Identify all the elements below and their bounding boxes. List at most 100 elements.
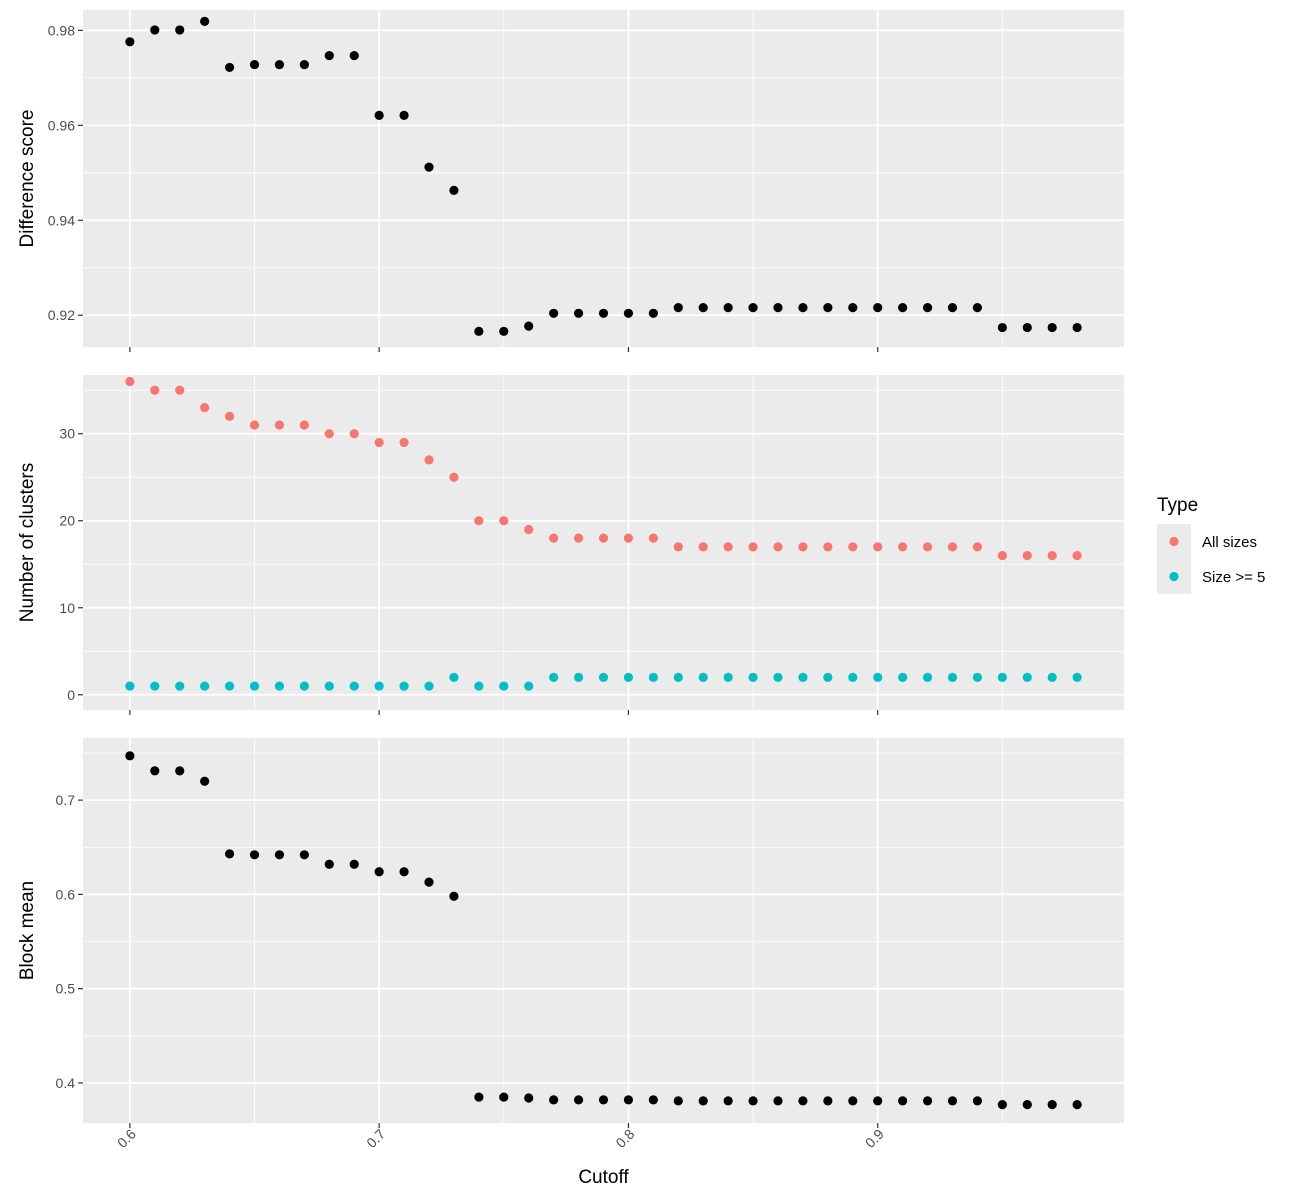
data-point [648, 308, 658, 318]
data-point [673, 303, 683, 313]
data-point [374, 437, 384, 448]
data-point [673, 542, 683, 552]
data-point [1072, 322, 1082, 333]
y-tick-label: 0 [67, 687, 75, 703]
data-point [947, 1096, 958, 1106]
data-point [374, 110, 384, 120]
x-tick-label: 0.7 [363, 1126, 388, 1151]
data-point [823, 1096, 833, 1106]
y-tick-label: 0.94 [48, 212, 75, 228]
legend-swatch [1169, 536, 1179, 547]
data-point [598, 308, 609, 318]
data-point [324, 681, 334, 691]
data-point [848, 542, 858, 552]
y-tick-label: 0.7 [56, 792, 76, 808]
data-point [748, 303, 758, 313]
legend-swatch [1169, 571, 1179, 582]
data-point [773, 303, 783, 313]
data-point [1072, 1100, 1082, 1110]
data-point [773, 1096, 783, 1106]
data-point [200, 776, 210, 786]
y-tick-label: 0.96 [48, 117, 75, 133]
data-point [648, 1095, 658, 1105]
data-point [972, 303, 983, 313]
data-point [399, 867, 409, 877]
data-point [349, 859, 359, 869]
data-point [474, 681, 484, 691]
data-point [349, 681, 359, 691]
y-tick-label: 0.4 [56, 1075, 76, 1091]
data-point [947, 672, 958, 682]
data-point [249, 59, 260, 70]
data-point [274, 59, 285, 70]
data-point [299, 59, 309, 70]
y-tick-label: 0.98 [48, 22, 75, 38]
data-point [573, 672, 584, 682]
data-point [524, 681, 534, 691]
series-1 [125, 16, 1082, 336]
data-point [175, 25, 185, 35]
data-point [947, 542, 958, 552]
y-tick-label: 30 [59, 426, 75, 442]
data-point [748, 672, 758, 682]
data-point [773, 542, 783, 552]
y-tick-label: 0.5 [56, 981, 76, 997]
data-point [972, 672, 983, 682]
data-point [424, 877, 434, 887]
data-point [224, 411, 235, 421]
data-point [449, 185, 459, 195]
data-point [125, 376, 135, 387]
data-point [623, 308, 634, 318]
data-point [947, 303, 958, 313]
data-point [524, 321, 534, 331]
data-point [274, 850, 285, 860]
data-point [125, 37, 135, 47]
data-point [1022, 1100, 1032, 1110]
y-axis-title: Block mean [17, 881, 38, 980]
legend-label: All sizes [1202, 534, 1257, 551]
data-point [150, 385, 160, 395]
data-point [773, 672, 783, 682]
series-1 [125, 376, 1082, 561]
data-point [848, 672, 858, 682]
data-point [324, 859, 334, 869]
data-point [249, 850, 260, 860]
data-point [449, 672, 459, 682]
data-point [1072, 672, 1082, 682]
data-point [922, 303, 933, 313]
y-axis-title: Difference score [17, 110, 38, 248]
x-tick-label: 0.9 [862, 1126, 887, 1151]
data-point [324, 429, 334, 439]
data-point [922, 1096, 933, 1106]
data-point [723, 303, 733, 313]
data-point [524, 1093, 534, 1103]
data-point [1022, 322, 1032, 333]
data-point [823, 303, 833, 313]
data-point [549, 533, 559, 543]
data-point [972, 542, 983, 552]
y-axis-title: Number of clusters [17, 463, 38, 622]
panel-1: 0.92 0.94 0.96 0.98 Difference score [17, 10, 1124, 352]
data-point [673, 672, 683, 682]
data-point [873, 542, 883, 552]
y-tick-label: 0.92 [48, 307, 75, 323]
data-point [648, 533, 658, 543]
data-point [1047, 322, 1057, 333]
data-point [374, 867, 384, 877]
panel-background [83, 738, 1124, 1123]
data-point [898, 303, 908, 313]
data-point [598, 1095, 609, 1105]
data-point [898, 542, 908, 552]
data-point [150, 766, 160, 776]
data-point [698, 303, 708, 313]
data-point [549, 1095, 559, 1105]
data-point [623, 672, 634, 682]
data-point [224, 62, 235, 73]
data-point [125, 751, 135, 761]
data-point [623, 533, 634, 543]
data-point [598, 533, 609, 543]
data-point [299, 420, 309, 430]
data-point [898, 672, 908, 682]
data-point [723, 542, 733, 552]
data-point [299, 681, 309, 691]
